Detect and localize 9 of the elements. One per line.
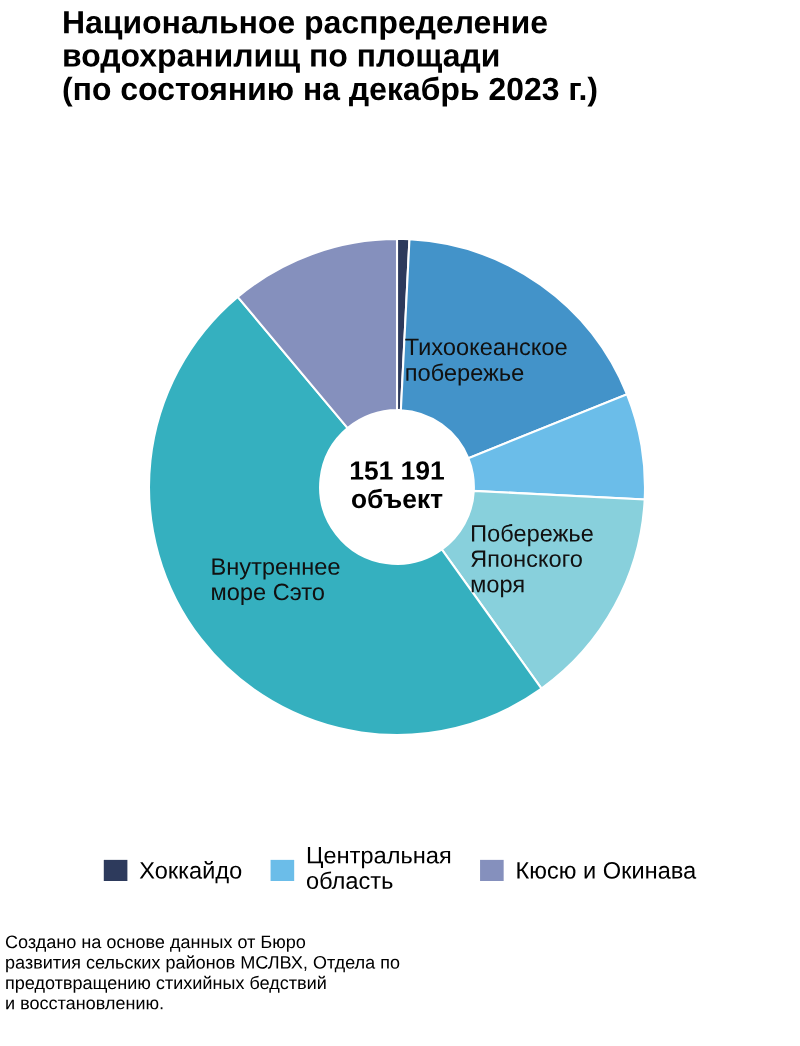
text: Создано на основе данных от Бюро развития сельских районов МСЛВХ, Отдела по предотвращению стихийных бедствий и восстановлению. (5, 935, 400, 1010)
legend-label: Кюсю и Окинава (517, 862, 697, 879)
slice-label: Побережье Японского моря (471, 524, 593, 598)
legend-label: Центральная область (306, 847, 451, 890)
slice-label: Внутреннее море Сэто (212, 558, 340, 605)
slice-label: Тихоокеанское побережье (405, 338, 567, 386)
text: 151 191 объект (350, 461, 444, 509)
chart-title: Национальное распределение водохранилищ по площади (по состоянию на декабрь 2023 г.) (63, 11, 597, 107)
legend-label: Хоккайдо (139, 861, 242, 884)
